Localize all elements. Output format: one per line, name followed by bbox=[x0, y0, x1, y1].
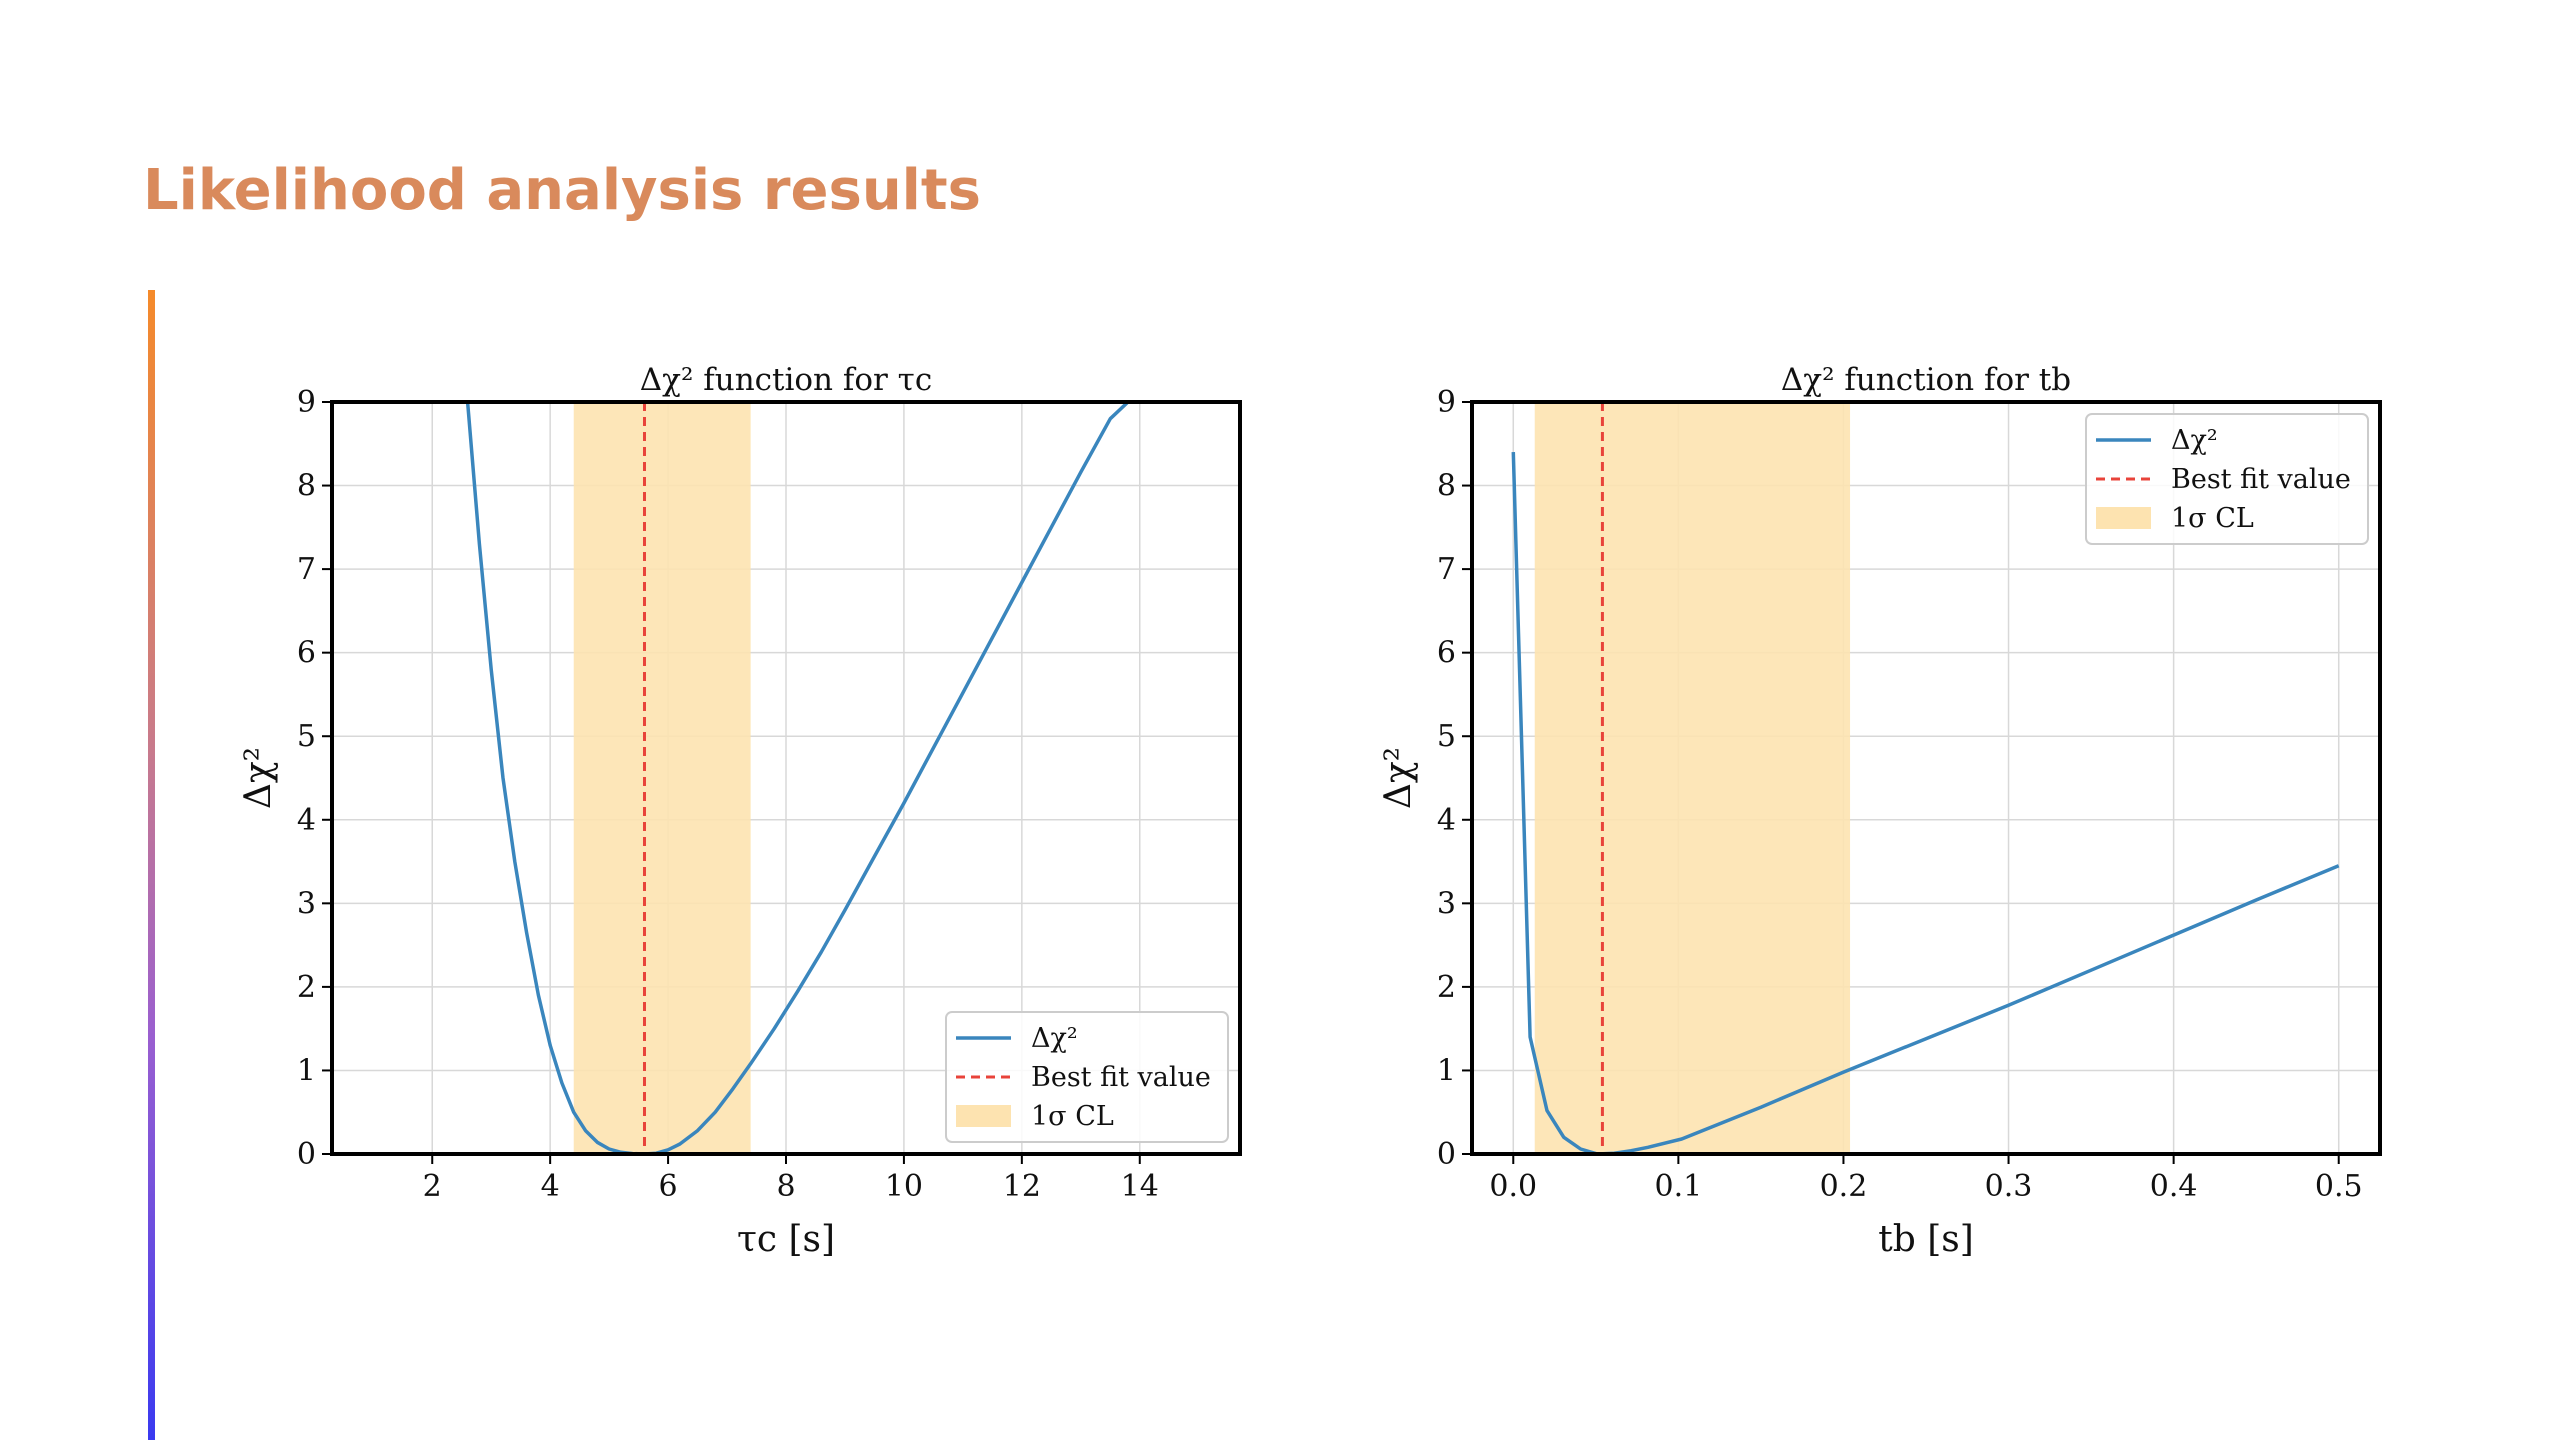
chart1-legend-label-0: Δχ² bbox=[2171, 425, 2218, 456]
accent-bar bbox=[148, 290, 155, 1440]
chart-svg-t-b: 0.0 0.1 0.2 0.3 0.4 0.5 0 1 2 3 4 5 6 7 8 9 Δχ² function… bbox=[1378, 362, 2382, 1260]
chart0-y-tick-label-8: 8 bbox=[297, 469, 316, 504]
chart0-x-tick-label-2: 6 bbox=[659, 1169, 678, 1204]
chart1-x-tick-label-3: 0.3 bbox=[1985, 1169, 2033, 1204]
chart0-x-tick-label-3: 8 bbox=[776, 1169, 795, 1204]
chart1-x-tick-label-2: 0.2 bbox=[1820, 1169, 1868, 1204]
chart1-y-tick-label-4: 4 bbox=[1437, 803, 1456, 838]
chart1-y-tick-label-3: 3 bbox=[1437, 886, 1456, 921]
chart1-legend-label-1: Best fit value bbox=[2171, 464, 2351, 495]
chart0-y-axis-label: Δχ² bbox=[238, 747, 279, 809]
chart1-y-tick-label-8: 8 bbox=[1437, 469, 1456, 504]
chart1-plot-frame bbox=[1470, 400, 2382, 1156]
chart0-cl-band bbox=[573, 402, 751, 1154]
chart0-legend-label-2: 1σ CL bbox=[1031, 1101, 1114, 1132]
chart1-y-tick-label-2: 2 bbox=[1437, 970, 1456, 1005]
chart1-y-tick-label-5: 5 bbox=[1437, 719, 1456, 754]
chart1-y-tick-label-7: 7 bbox=[1437, 552, 1456, 587]
chart1-x-tick-label-1: 0.1 bbox=[1655, 1169, 1703, 1204]
chart1-x-tick-label-0: 0.0 bbox=[1489, 1169, 1537, 1204]
chart1-cl-band bbox=[1534, 402, 1851, 1154]
chart0-x-tick-label-6: 14 bbox=[1121, 1169, 1159, 1204]
chart0-x-tick-label-5: 12 bbox=[1003, 1169, 1041, 1204]
chart0-y-tick-label-5: 5 bbox=[297, 719, 316, 754]
chart0-y-tick-label-4: 4 bbox=[297, 803, 316, 838]
chart0-x-tick-label-4: 10 bbox=[885, 1169, 923, 1204]
chart1-series-line-0 bbox=[1511, 452, 2340, 1154]
chart1-y-tick-label-0: 0 bbox=[1437, 1137, 1456, 1172]
chart1-legend-label-2: 1σ CL bbox=[2171, 503, 2254, 534]
chart1-legend-box bbox=[2085, 413, 2369, 545]
chart0-y-tick-label-1: 1 bbox=[297, 1053, 316, 1088]
chart0-y-tick-label-0: 0 bbox=[297, 1137, 316, 1172]
chart1-x-tick-label-5: 0.5 bbox=[2315, 1169, 2363, 1204]
chart1-y-axis-label: Δχ² bbox=[1378, 747, 1419, 809]
chart0-chart-title: Δχ² function for τc bbox=[640, 362, 932, 398]
chart1-y-tick-label-9: 9 bbox=[1437, 385, 1456, 420]
chart0-y-tick-label-2: 2 bbox=[297, 970, 316, 1005]
chart0-legend-label-1: Best fit value bbox=[1031, 1062, 1211, 1093]
chart0-x-axis-label: τc [s] bbox=[737, 1219, 835, 1260]
slide-title: Likelihood analysis results bbox=[143, 158, 981, 223]
chart0-series-line-0 bbox=[465, 402, 1130, 1154]
chart0-y-tick-label-9: 9 bbox=[297, 385, 316, 420]
chart0-y-tick-label-7: 7 bbox=[297, 552, 316, 587]
chart1-x-tick-label-4: 0.4 bbox=[2150, 1169, 2198, 1204]
chart0-legend-label-0: Δχ² bbox=[1031, 1023, 1078, 1054]
chart1-y-tick-label-1: 1 bbox=[1437, 1053, 1456, 1088]
chart0-x-tick-label-1: 4 bbox=[541, 1169, 560, 1204]
chart-delta-chi2-tau-c: 2 4 6 8 10 12 14 0 1 2 3 4 5 6 7 8 9 Δχ² function for τc τ… bbox=[215, 355, 1315, 1275]
chart1-legend-swatch-band bbox=[2096, 507, 2151, 529]
chart0-x-tick-label-0: 2 bbox=[423, 1169, 442, 1204]
chart0-y-tick-label-6: 6 bbox=[297, 636, 316, 671]
chart-delta-chi2-t-b: 0.0 0.1 0.2 0.3 0.4 0.5 0 1 2 3 4 5 6 7 8 9 Δχ² function… bbox=[1355, 355, 2455, 1275]
chart0-y-tick-label-3: 3 bbox=[297, 886, 316, 921]
chart1-chart-title: Δχ² function for tb bbox=[1781, 362, 2071, 398]
chart1-x-axis-label: tb [s] bbox=[1878, 1219, 1974, 1260]
chart1-y-tick-label-6: 6 bbox=[1437, 636, 1456, 671]
chart0-legend-box bbox=[945, 1011, 1229, 1143]
chart0-legend-swatch-band bbox=[956, 1105, 1011, 1127]
